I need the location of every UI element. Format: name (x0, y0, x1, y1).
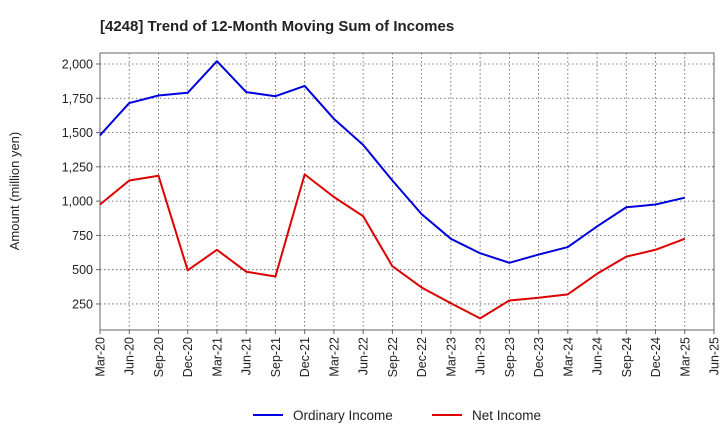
grid (100, 53, 714, 330)
x-tick-label: Mar-22 (327, 337, 341, 377)
x-tick-label: Sep-24 (620, 337, 634, 377)
x-tick-label: Jun-25 (708, 337, 720, 375)
net-income-line (99, 173, 686, 320)
plot-area (99, 52, 715, 331)
y-tick-label: 250 (72, 297, 93, 311)
legend: Ordinary Income Net Income (253, 408, 541, 423)
x-tick-label: Mar-25 (678, 337, 692, 377)
x-tick-label: Dec-24 (649, 337, 663, 377)
x-tick-label: Mar-20 (94, 337, 108, 377)
y-tick-label: 1,000 (62, 195, 93, 209)
axis-ticks: Mar-20 Jun-20 Sep-20 Dec-20 Mar-21 Jun-21 Sep-… (62, 57, 720, 377)
y-tick-label: 1,250 (62, 160, 93, 174)
y-tick-label: 750 (72, 229, 93, 243)
x-tick-label: Mar-23 (444, 337, 458, 377)
x-tick-label: Dec-23 (532, 337, 546, 377)
x-tick-label: Sep-22 (386, 337, 400, 377)
legend-label-net-income: Net Income (472, 408, 541, 423)
y-tick-label: 2,000 (62, 57, 93, 71)
y-tick-label: 1,750 (62, 92, 93, 106)
x-tick-label: Mar-21 (210, 337, 224, 377)
x-tick-label: Jun-22 (357, 337, 371, 375)
x-tick-label: Mar-24 (561, 337, 575, 377)
y-axis-label: Amount (million yen) (7, 132, 22, 251)
x-tick-label: Jun-21 (240, 337, 254, 375)
series-lines (99, 60, 686, 320)
x-tick-label: Dec-21 (298, 337, 312, 377)
x-tick-label: Jun-24 (591, 337, 605, 375)
x-tick-label: Dec-22 (415, 337, 429, 377)
chart-title: [4248] Trend of 12-Month Moving Sum of I… (100, 18, 454, 35)
x-tick-label: Jun-23 (474, 337, 488, 375)
x-tick-label: Sep-21 (269, 337, 283, 377)
y-tick-label: 500 (72, 263, 93, 277)
legend-label-ordinary-income: Ordinary Income (293, 408, 393, 423)
ordinary-income-line (99, 60, 685, 264)
x-tick-label: Dec-20 (181, 337, 195, 377)
y-tick-label: 1,500 (62, 126, 93, 140)
x-tick-label: Sep-20 (152, 337, 166, 377)
x-tick-label: Jun-20 (123, 337, 137, 375)
x-tick-label: Sep-23 (503, 337, 517, 377)
